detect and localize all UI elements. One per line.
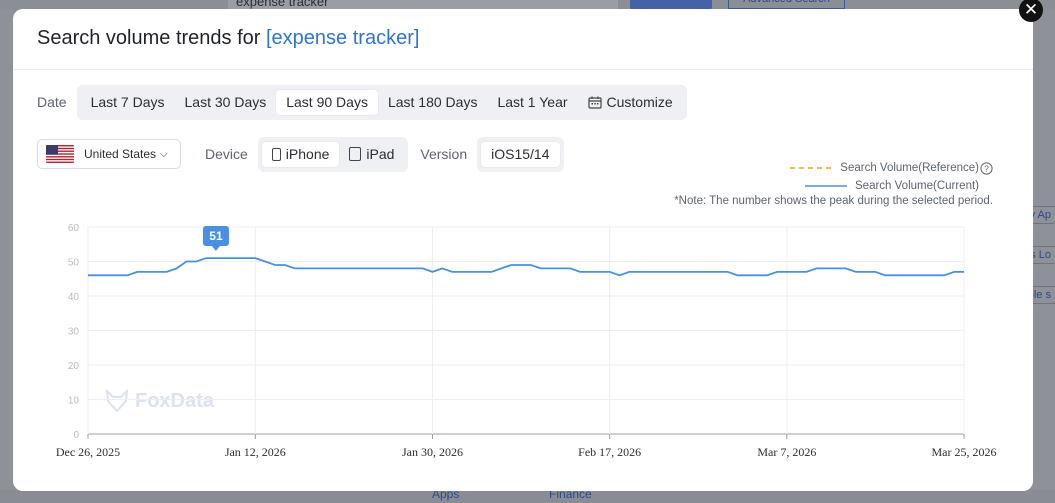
y-tick-label: 50 [68,258,80,269]
peak-marker: 51 [202,226,229,252]
dashed-line-swatch [790,167,833,169]
modal-title-prefix: Search volume trends for [37,27,266,49]
svg-text:?: ? [984,163,989,173]
solid-line-swatch [805,185,847,187]
y-tick-label: 20 [68,361,80,372]
date-option-7-days[interactable]: Last 7 Days [90,93,165,110]
x-tick-label: Mar 25, 2026 [932,445,997,459]
modal-header: Search volume trends for [expense tracke… [13,9,1033,70]
peak-pointer [211,246,220,252]
version-label: Version [420,146,468,162]
x-tick-label: Feb 17, 2026 [578,445,641,459]
background-search-button [630,0,712,10]
device-option-label: iPhone [285,145,330,162]
device-selector: iPhone iPad [257,136,409,172]
device-option-iphone[interactable]: iPhone [261,141,340,167]
legend-label-current: Search Volume(Current) [855,180,979,192]
date-filter-row: Date Last 7 Days Last 30 Days Last 90 Da… [37,84,687,120]
date-option-30-days[interactable]: Last 30 Days [184,93,267,110]
date-option-1-year[interactable]: Last 1 Year [497,93,568,110]
date-label: Date [37,94,67,110]
keyword-link[interactable]: [expense tracker] [266,27,420,49]
y-tick-label: 40 [68,292,80,303]
fox-logo-icon [105,389,129,413]
foxdata-watermark: FoxData [105,389,214,413]
country-select[interactable]: United States ⌵ [37,139,181,169]
watermark-text: FoxData [135,389,214,412]
legend-label-reference: Search Volume(Reference) [840,162,979,174]
us-flag-icon [46,145,74,163]
peak-label: 51 [209,229,223,243]
customize-label: Customize [606,93,673,110]
chart-legend: Search Volume(Reference) ? Search Volume… [790,159,993,195]
peak-note: *Note: The number shows the peak during … [674,195,993,207]
x-tick-label: Jan 12, 2026 [225,445,286,459]
customize-date-button[interactable]: Customize [578,90,683,115]
y-tick-label: 30 [68,327,80,338]
close-button[interactable]: ✕ [1019,0,1043,22]
background-advanced-search: Advanced Search [728,0,845,9]
y-tick-label: 60 [68,223,80,234]
version-selector: iOS15/14 [477,136,564,172]
search-volume-modal: Search volume trends for [expense tracke… [13,9,1033,491]
background-search-field: expense tracker [228,0,618,10]
version-option[interactable]: iOS15/14 [481,141,560,167]
y-tick-label: 0 [73,430,79,441]
modal-title: Search volume trends for [expense tracke… [37,27,419,50]
ipad-icon [349,147,362,161]
chart-grid [87,226,965,439]
device-option-label: iPad [366,145,395,162]
y-tick-label: 10 [68,396,80,407]
date-option-180-days[interactable]: Last 180 Days [387,93,478,110]
country-label: United States [84,147,157,161]
peak-badge [202,226,229,247]
device-label: Device [205,146,248,162]
x-axis-ticks: Dec 26, 2025 Jan 12, 2026 Jan 30, 2026 Feb … [56,445,997,459]
device-filter-row: United States ⌵ Device iPhone iPad Versi… [37,136,564,172]
background-footer: Apps Finance [0,487,1055,503]
close-icon: ✕ [1023,0,1039,19]
series-line-current [88,257,964,277]
search-volume-chart: 0 10 20 30 40 50 60 Dec 26, 2025 Jan 12, 2026 Ja… [56,223,997,459]
y-axis-ticks: 0 10 20 30 40 50 60 [68,223,80,441]
legend-item-reference[interactable]: Search Volume(Reference) ? [790,159,993,177]
background-search-text: expense tracker [236,0,329,9]
iphone-icon [271,147,281,161]
x-tick-label: Dec 26, 2025 [56,445,120,459]
legend-item-current[interactable]: Search Volume(Current) [790,177,979,195]
x-tick-label: Mar 7, 2026 [757,445,816,459]
date-option-90-days[interactable]: Last 90 Days [276,89,378,115]
x-tick-label: Jan 30, 2026 [402,445,463,459]
calendar-icon [587,96,602,109]
date-range-selector: Last 7 Days Last 30 Days Last 90 Days La… [76,84,687,120]
chevron-down-icon: ⌵ [160,148,168,160]
help-icon[interactable]: ? [980,161,993,175]
device-option-ipad[interactable]: iPad [339,142,404,167]
